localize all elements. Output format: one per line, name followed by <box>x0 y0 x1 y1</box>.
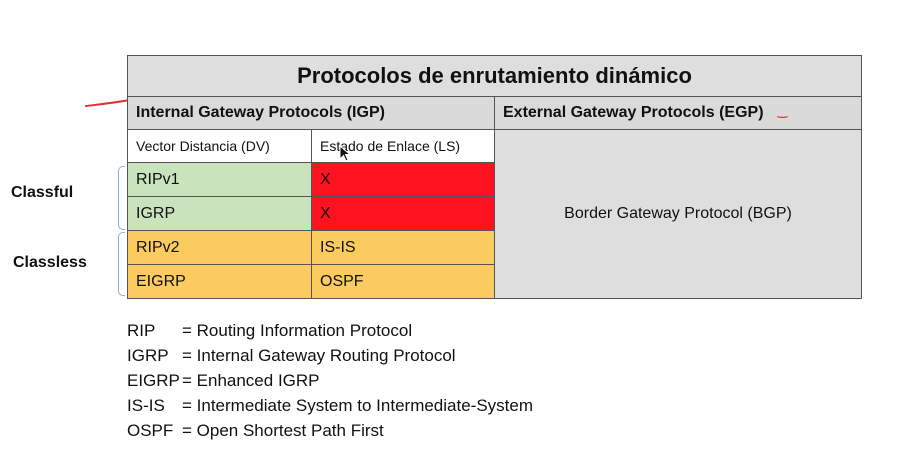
egp-value: Border Gateway Protocol (BGP) <box>494 129 862 299</box>
classful-label: Classful <box>11 184 74 201</box>
legend-abbr: OSPF <box>127 421 174 440</box>
egp-header: External Gateway Protocols (EGP) <box>503 104 764 121</box>
legend-desc: = Enhanced IGRP <box>182 371 320 390</box>
classful-brace <box>118 166 125 230</box>
legend-item: IGRP = Internal Gateway Routing Protocol <box>127 343 533 368</box>
legend-desc: = Open Shortest Path First <box>182 421 384 440</box>
ls-cell-x-2: X <box>311 196 495 231</box>
ls-cell-ospf: OSPF <box>311 264 495 299</box>
red-tick-annotation: ‿ <box>777 104 788 118</box>
legend-desc: = Routing Information Protocol <box>182 321 413 340</box>
legend-item: RIP = Routing Information Protocol <box>127 318 533 343</box>
abbreviation-legend: RIP = Routing Information Protocol IGRP … <box>127 318 533 443</box>
legend-abbr: RIP <box>127 321 156 340</box>
mouse-cursor-icon <box>339 145 352 162</box>
legend-abbr: IS-IS <box>127 396 165 415</box>
dv-cell-igrp: IGRP <box>127 196 312 231</box>
legend-item: IS-IS = Intermediate System to Intermedi… <box>127 393 533 418</box>
dv-cell-eigrp: EIGRP <box>127 264 312 299</box>
legend-desc: = Intermediate System to Intermediate-Sy… <box>182 396 534 415</box>
legend-item: OSPF = Open Shortest Path First <box>127 418 533 443</box>
igp-header: Internal Gateway Protocols (IGP) <box>127 96 495 130</box>
ls-cell-is-is: IS-IS <box>311 230 495 265</box>
dv-cell-ripv2: RIPv2 <box>127 230 312 265</box>
classless-label: Classless <box>13 254 87 271</box>
table-title: Protocolos de enrutamiento dinámico <box>127 55 862 97</box>
dv-header: Vector Distancia (DV) <box>127 129 312 163</box>
legend-desc: = Internal Gateway Routing Protocol <box>182 346 456 365</box>
egp-header-cell: External Gateway Protocols (EGP) ‿ <box>494 96 862 130</box>
legend-abbr: IGRP <box>127 346 169 365</box>
legend-abbr: EIGRP <box>127 371 180 390</box>
dv-cell-ripv1: RIPv1 <box>127 162 312 197</box>
routing-protocols-table: Protocolos de enrutamiento dinámico Inte… <box>127 55 862 299</box>
legend-item: EIGRP = Enhanced IGRP <box>127 368 533 393</box>
classless-brace <box>118 232 125 296</box>
ls-cell-x-1: X <box>311 162 495 197</box>
